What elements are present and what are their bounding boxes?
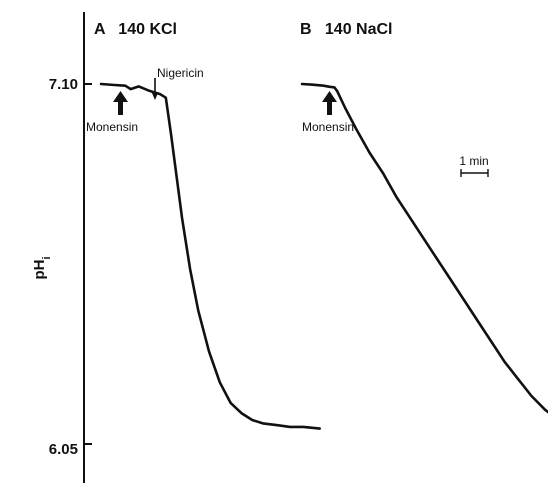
nigericin-arrow: [151, 78, 159, 100]
svg-text:pHi: pHi: [31, 256, 53, 279]
series-line-panel-a: [99, 82, 321, 430]
monensin-arrow-panel-a: [113, 91, 128, 115]
series-line-panel-b: [300, 82, 548, 414]
y-axis-label: pHi: [31, 256, 53, 279]
y-tick-label-top: 7.10: [49, 76, 78, 93]
monensin-label-panel-a: Monensin: [86, 120, 138, 134]
y-axis-label-main: pH: [31, 260, 48, 280]
scale-bar-label: 1 min: [459, 154, 488, 168]
panel-b-title: B 140 NaCl: [300, 21, 392, 38]
y-axis-label-subscript: i: [41, 256, 53, 259]
panel-a-title: A 140 KCl: [94, 21, 177, 38]
nigericin-label: Nigericin: [157, 66, 204, 80]
monensin-arrow-panel-b: [322, 91, 337, 115]
monensin-label-panel-b: Monensin: [302, 120, 354, 134]
scale-bar: [460, 169, 489, 177]
y-tick-label-bottom: 6.05: [49, 441, 78, 458]
